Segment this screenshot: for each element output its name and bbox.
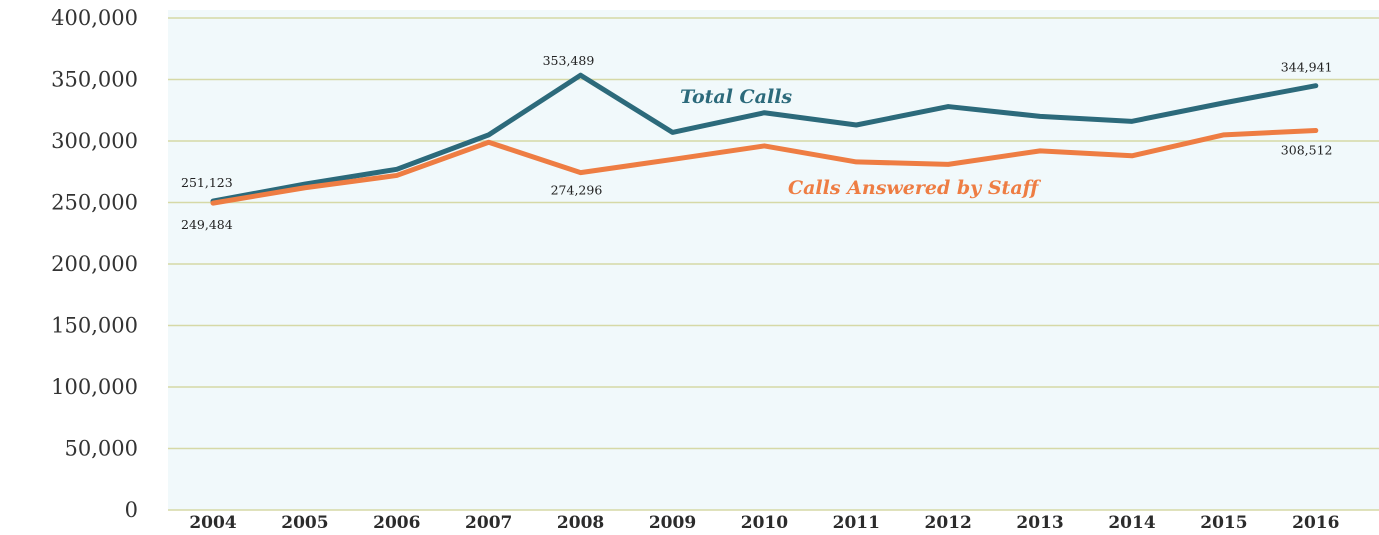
x-tick-label: 2007 <box>465 513 512 533</box>
y-tick-label: 200,000 <box>51 252 138 276</box>
x-tick-label: 2004 <box>189 513 236 533</box>
y-tick-label: 50,000 <box>65 437 138 461</box>
series-line-total-calls <box>210 72 1319 204</box>
series-label: Total Calls <box>680 86 792 108</box>
series-line-calls-answered <box>210 128 1319 206</box>
x-tick-label: 2005 <box>281 513 328 533</box>
x-tick-label: 2008 <box>557 513 604 533</box>
x-tick-label: 2016 <box>1292 513 1339 533</box>
y-tick-label: 100,000 <box>51 375 138 399</box>
plot-area <box>168 10 1379 510</box>
y-tick-label: 400,000 <box>51 6 138 30</box>
data-label: 249,484 <box>181 217 233 232</box>
x-tick-label: 2014 <box>1108 513 1155 533</box>
data-label: 308,512 <box>1281 143 1333 158</box>
x-tick-label: 2011 <box>833 513 880 533</box>
x-tick-label: 2006 <box>373 513 420 533</box>
series-label: Calls Answered by Staff <box>788 177 1042 199</box>
y-tick-label: 0 <box>125 498 138 522</box>
x-tick-label: 2015 <box>1200 513 1247 533</box>
x-tick-label: 2009 <box>649 513 696 533</box>
x-tick-label: 2010 <box>741 513 788 533</box>
data-label: 274,296 <box>551 183 603 198</box>
y-tick-label: 300,000 <box>51 129 138 153</box>
x-tick-label: 2013 <box>1016 513 1063 533</box>
data-label: 344,941 <box>1281 60 1333 75</box>
y-tick-label: 250,000 <box>51 191 138 215</box>
y-tick-label: 350,000 <box>51 68 138 92</box>
y-tick-label: 150,000 <box>51 314 138 338</box>
x-tick-label: 2012 <box>925 513 972 533</box>
data-label: 251,123 <box>181 175 233 190</box>
data-label: 353,489 <box>543 53 595 68</box>
